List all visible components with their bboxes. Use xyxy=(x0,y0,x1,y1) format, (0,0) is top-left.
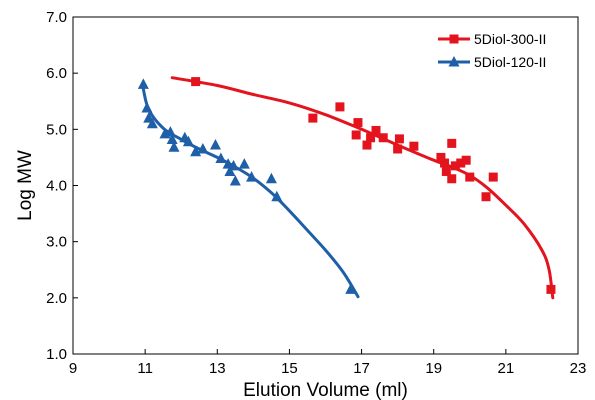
series-300-point xyxy=(409,141,419,151)
series-300-point xyxy=(546,284,556,294)
legend-item-300-label: 5Diol-300-II xyxy=(474,31,546,47)
series-300-point xyxy=(191,77,201,87)
series-300-point xyxy=(447,174,457,184)
series-120-point xyxy=(265,172,277,184)
series-120-point xyxy=(345,283,357,294)
series-120-point xyxy=(190,145,202,157)
series-300-point xyxy=(362,140,372,150)
series-120-point xyxy=(164,126,176,137)
series-120-point xyxy=(197,142,209,154)
x-tick-label: 23 xyxy=(570,360,587,377)
series-300-point xyxy=(436,152,446,162)
y-tick-label: 1.0 xyxy=(46,346,67,363)
y-tick-label: 4.0 xyxy=(46,178,67,195)
series-120-point xyxy=(238,158,250,169)
series-300-point xyxy=(461,155,471,165)
series-300-point xyxy=(488,172,498,182)
x-tick-label: 13 xyxy=(209,360,226,377)
series-120-point xyxy=(137,78,149,89)
legend-item-120-label: 5Diol-120-II xyxy=(474,54,546,70)
series-300-point xyxy=(394,134,404,144)
x-tick-label: 17 xyxy=(353,360,370,377)
y-axis-title: Log MW xyxy=(15,150,36,221)
series-300-point xyxy=(465,172,475,182)
series-300-point xyxy=(456,158,466,168)
legend: 5Diol-300-II 5Diol-120-II xyxy=(438,31,546,70)
series-120-point xyxy=(228,159,240,171)
y-tick-label: 5.0 xyxy=(46,121,67,138)
series-120-point xyxy=(209,139,221,150)
y-tick-label: 6.0 xyxy=(46,65,67,82)
series-120-point xyxy=(182,135,194,147)
series-300-point xyxy=(308,113,318,123)
series-300-fit-line xyxy=(170,76,555,300)
series-300-point xyxy=(353,118,363,128)
x-tick-label: 21 xyxy=(498,360,515,377)
series-300-point xyxy=(481,192,491,202)
series-120-point xyxy=(229,175,241,186)
series-120-point xyxy=(141,101,153,113)
y-tick-label: 7.0 xyxy=(46,9,67,26)
series-300-point xyxy=(393,144,403,154)
series-120-point xyxy=(246,171,258,182)
series-120-fit-line xyxy=(141,87,360,299)
series-300-point xyxy=(366,133,376,143)
fit-curves xyxy=(141,76,555,300)
data-points xyxy=(137,77,556,294)
series-300-point xyxy=(450,161,460,171)
series-300-point xyxy=(351,130,361,140)
series-300-point xyxy=(440,158,450,168)
x-tick-label: 11 xyxy=(137,360,153,377)
series-300-point xyxy=(371,125,381,135)
series-300-point xyxy=(335,102,345,112)
series-120-point xyxy=(166,133,178,144)
x-axis-title: Elution Volume (ml) xyxy=(243,380,408,400)
series-300-point xyxy=(447,138,457,148)
legend-item-120-marker xyxy=(448,56,460,67)
series-120-point xyxy=(271,190,283,202)
series-300-point xyxy=(378,133,388,143)
y-tick-label: 2.0 xyxy=(46,290,67,307)
y-tick-label: 3.0 xyxy=(46,234,67,251)
series-120-point xyxy=(146,117,158,129)
legend-item-300-marker xyxy=(449,34,459,44)
series-120-point xyxy=(168,141,180,152)
series-120-point xyxy=(224,165,236,176)
x-tick-label: 9 xyxy=(69,360,77,377)
x-tick-label: 19 xyxy=(425,360,442,377)
series-120-point xyxy=(215,152,227,164)
series-300-point xyxy=(441,166,451,176)
x-tick-label: 15 xyxy=(281,360,298,377)
axes: 9 11 13 15 17 19 21 23 1.0 2.0 3.0 4.0 5.0 6.0 7.0 xyxy=(46,9,586,377)
